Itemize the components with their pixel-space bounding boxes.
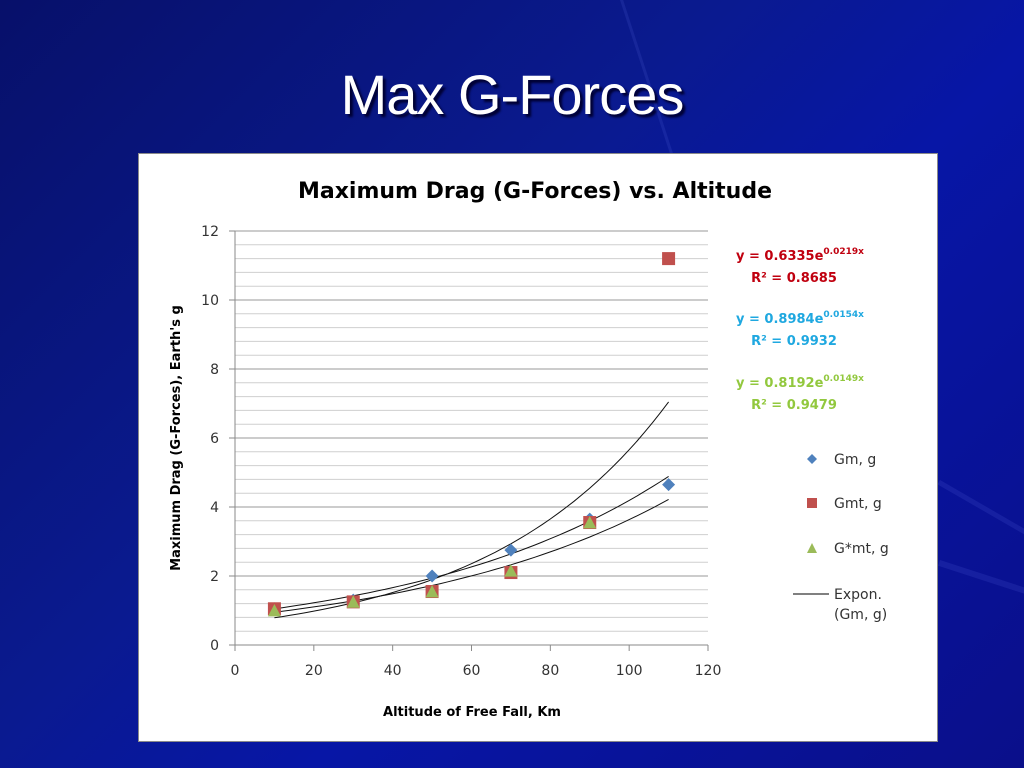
trendline-equation: y = 0.8984e0.0154x bbox=[736, 310, 864, 327]
x-tick-label: 0 bbox=[231, 663, 240, 679]
data-point bbox=[583, 516, 597, 529]
legend-square-icon bbox=[807, 498, 817, 508]
trendline-curve bbox=[274, 475, 669, 610]
legend-label: Expon. bbox=[834, 587, 882, 603]
x-tick-label: 40 bbox=[384, 663, 402, 679]
legend-triangle-icon bbox=[807, 543, 817, 553]
data-point bbox=[425, 569, 439, 583]
slide-title: Max G-Forces bbox=[340, 63, 685, 126]
legend-item: Gm, g bbox=[807, 452, 876, 468]
data-points bbox=[267, 252, 676, 617]
chart-container: Maximum Drag (G-Forces) vs. Altitude 0 2 4… bbox=[138, 153, 938, 742]
data-point bbox=[504, 564, 518, 577]
legend-item: G*mt, g bbox=[807, 541, 889, 557]
y-tick-label: 8 bbox=[210, 362, 219, 378]
legend-label: Gmt, g bbox=[834, 496, 882, 512]
trendlines bbox=[274, 401, 669, 619]
data-point bbox=[346, 595, 360, 608]
trendline-equation: y = 0.8192e0.0149x bbox=[736, 374, 864, 391]
x-axis-label: Altitude of Free Fall, Km bbox=[383, 705, 561, 720]
x-tick-label: 100 bbox=[616, 663, 643, 679]
legend-label: (Gm, g) bbox=[834, 607, 887, 623]
y-tick-label: 4 bbox=[210, 500, 219, 516]
legend-diamond-icon bbox=[807, 454, 817, 464]
data-point bbox=[504, 543, 518, 557]
data-point bbox=[267, 604, 281, 617]
y-tick-label: 6 bbox=[210, 431, 219, 447]
background-streak bbox=[938, 560, 1024, 603]
trendline-curve bbox=[274, 498, 669, 613]
trendline-equations: y = 0.6335e0.0219x R² = 0.8685 y = 0.8984e… bbox=[736, 247, 864, 413]
data-point bbox=[662, 252, 676, 266]
legend-item: Expon. (Gm, g) bbox=[793, 587, 887, 623]
x-tick-label: 20 bbox=[305, 663, 323, 679]
x-tick-label: 60 bbox=[463, 663, 481, 679]
legend-label: Gm, g bbox=[834, 452, 876, 468]
y-tick-label: 12 bbox=[201, 224, 219, 240]
y-tick-label: 10 bbox=[201, 293, 219, 309]
legend-item: Gmt, g bbox=[807, 496, 882, 512]
legend: Gm, g Gmt, g G*mt, g Expon. (Gm, g) bbox=[793, 452, 889, 623]
chart-svg: Maximum Drag (G-Forces) vs. Altitude 0 2 4… bbox=[169, 179, 889, 720]
chart-title: Maximum Drag (G-Forces) vs. Altitude bbox=[298, 179, 772, 204]
data-point bbox=[425, 585, 439, 598]
trendline-curve bbox=[274, 401, 669, 619]
legend-label: G*mt, g bbox=[834, 541, 889, 557]
x-tick-label: 80 bbox=[541, 663, 559, 679]
data-point bbox=[662, 478, 676, 492]
trendline-equation: y = 0.6335e0.0219x bbox=[736, 247, 864, 264]
y-tick-label: 0 bbox=[210, 638, 219, 654]
y-axis-label: Maximum Drag (G-Forces), Earth's g bbox=[169, 305, 184, 571]
y-tick-label: 2 bbox=[210, 569, 219, 585]
background-streak bbox=[937, 480, 1024, 555]
trendline-r-squared: R² = 0.9932 bbox=[751, 334, 837, 349]
x-tick-label: 120 bbox=[695, 663, 722, 679]
trendline-r-squared: R² = 0.9479 bbox=[751, 398, 837, 413]
trendline-r-squared: R² = 0.8685 bbox=[751, 271, 837, 286]
gridlines bbox=[235, 230, 708, 646]
